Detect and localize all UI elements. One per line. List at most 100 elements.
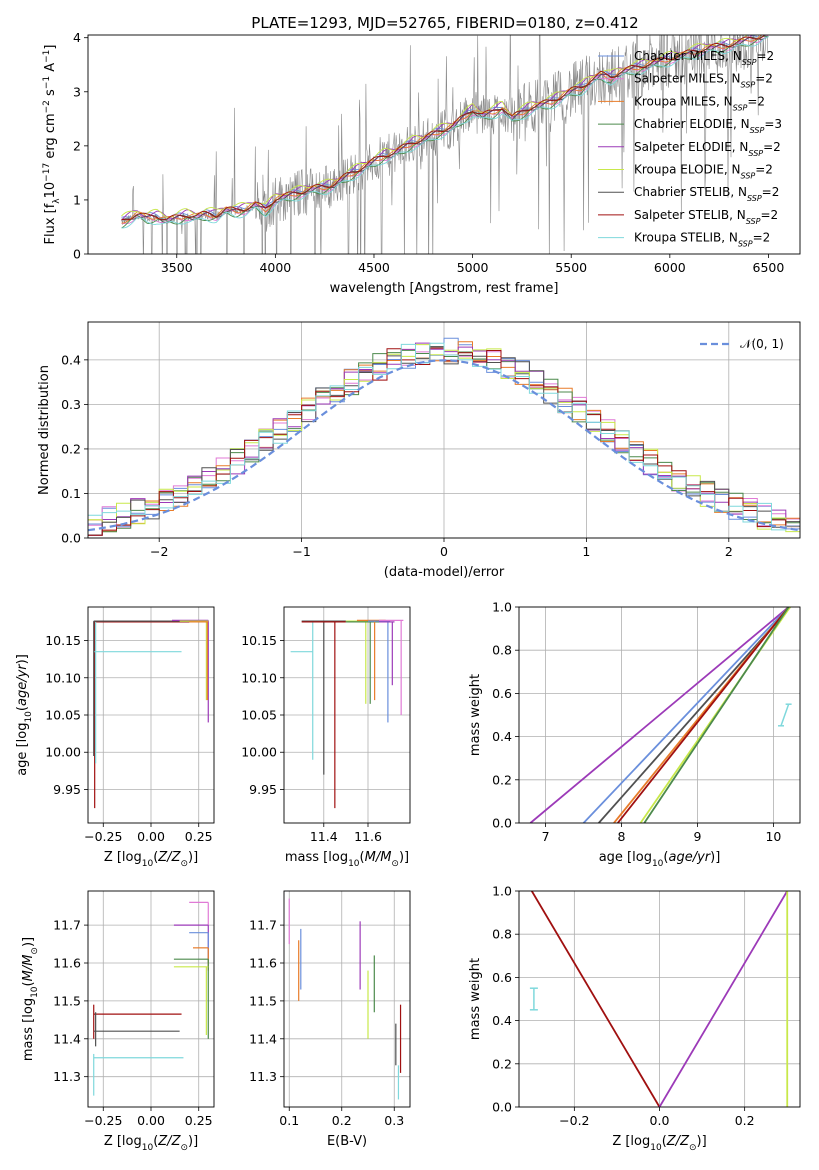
y-tick-label: 11.3 — [53, 1069, 81, 1084]
axes-frame — [87, 606, 215, 824]
y-tick-label: 10.05 — [241, 708, 277, 723]
legend-label: Kroupa ELODIE, NSSP=2 — [634, 163, 773, 181]
cumulative-mass-line — [582, 607, 790, 823]
cumulative-mass-line — [529, 607, 790, 823]
y-tick-label: 11.5 — [53, 993, 81, 1008]
y-tick-label: 1.0 — [492, 884, 512, 899]
x-tick-label: 0.00 — [137, 829, 165, 844]
legend-label: Salpeter MILES, NSSP=2 — [634, 72, 773, 90]
plot-area — [93, 619, 209, 809]
y-tick-label: 0.1 — [61, 486, 81, 501]
axes-frame — [283, 890, 411, 1108]
residual-histogram-step — [88, 342, 800, 531]
y-tick-label: 0.8 — [492, 927, 512, 942]
x-axis-label: Z [log10(Z/Z⊙)] — [104, 1134, 198, 1153]
mass-weight-vs-age-panel: 7 8 9 10 0.0 0.2 0.4 0.6 0.8 1.0 age [log10(age/yr… — [468, 600, 801, 869]
y-tick-label: 1.0 — [492, 600, 512, 615]
x-axis-label: E(B-V) — [327, 1134, 367, 1149]
cumulative-mass-line — [530, 891, 661, 1107]
normal-distribution-curve — [88, 359, 800, 532]
y-axis-label: Normed distribution — [37, 365, 52, 495]
y-tick-label: 1 — [73, 192, 81, 207]
y-tick-label: 4 — [73, 30, 81, 45]
x-tick-label: 4500 — [358, 260, 390, 275]
x-axis-label: age [log10(age/yr)] — [599, 850, 721, 869]
model-spectrum-line — [121, 35, 763, 224]
axes-frame — [87, 321, 801, 539]
legend-label: Salpeter STELIB, NSSP=2 — [634, 208, 778, 226]
y-tick-label: 10.05 — [45, 708, 81, 723]
x-axis-label: wavelength [Angstrom, rest frame] — [330, 281, 559, 296]
spectrum-panel: 3500 4000 4500 5000 5500 6000 6500 0 1 2 3 4 wavelen… — [42, 30, 801, 296]
x-axis-label: Z [log10(Z/Z⊙)] — [104, 850, 198, 869]
x-tick-label: 5000 — [457, 260, 489, 275]
x-tick-label: 3500 — [161, 260, 193, 275]
x-tick-label: 2 — [725, 544, 733, 559]
y-tick-label: 11.4 — [249, 1031, 277, 1046]
y-tick-label: 3 — [73, 84, 81, 99]
error-bar — [780, 703, 790, 727]
plot-area — [529, 607, 792, 823]
x-tick-label: −1 — [292, 544, 310, 559]
model-spectrum-line — [121, 35, 748, 218]
mass-vs-metallicity-panel: −0.25 0.00 0.25 11.3 11.4 11.5 11.6 11.7 Z [log1… — [21, 890, 215, 1153]
legend-label: Chabrier STELIB, NSSP=2 — [634, 185, 779, 203]
y-tick-label: 0.4 — [61, 352, 81, 367]
x-tick-label: −0.25 — [84, 829, 122, 844]
y-tick-label: 0 — [73, 247, 81, 262]
y-tick-label: 11.7 — [53, 918, 81, 933]
legend-label: Chabrier ELODIE, NSSP=3 — [634, 117, 782, 135]
x-tick-label: 6000 — [654, 260, 686, 275]
x-axis-label: (data-model)/error — [384, 565, 505, 580]
cumulative-mass-line — [617, 607, 790, 823]
y-tick-label: 0.0 — [61, 531, 81, 546]
x-tick-label: 11.6 — [354, 829, 382, 844]
y-axis-label: mass weight — [468, 958, 483, 1040]
x-tick-label: 4000 — [259, 260, 291, 275]
plot-area — [529, 891, 789, 1107]
figure-title: PLATE=1293, MJD=52765, FIBERID=0180, z=0… — [251, 14, 638, 32]
x-tick-label: 9 — [693, 829, 701, 844]
y-tick-label: 11.4 — [53, 1031, 81, 1046]
x-tick-label: 0.0 — [650, 1113, 670, 1128]
legend-label: Chabrier MILES, NSSP=2 — [634, 49, 774, 67]
mass-vs-reddening-panel: 0.1 0.2 0.3 11.3 11.4 11.5 11.6 11.7 E(B-V) — [249, 890, 411, 1149]
y-tick-label: 0.4 — [492, 1013, 512, 1028]
y-tick-label: 0.2 — [492, 772, 512, 787]
y-tick-label: 10.00 — [241, 745, 277, 760]
y-tick-label: 0.3 — [61, 397, 81, 412]
legend-label: Salpeter ELODIE, NSSP=2 — [634, 140, 781, 158]
y-tick-label: 0.2 — [61, 441, 81, 456]
axes-frame — [518, 606, 801, 824]
y-axis-label: mass [log10(M/M⊙)] — [21, 937, 40, 1061]
x-tick-label: 0.2 — [735, 1113, 755, 1128]
x-tick-label: 0 — [440, 544, 448, 559]
plot-area — [121, 35, 769, 254]
y-axis-label: mass weight — [468, 674, 483, 756]
x-tick-label: 0.25 — [185, 1113, 213, 1128]
x-axis-label: Z [log10(Z/Z⊙)] — [612, 1134, 706, 1153]
x-tick-label: −0.2 — [559, 1113, 589, 1128]
y-axis-label: Flux [fλ10−17 erg cm−2 s−1 A−1] — [42, 45, 62, 245]
y-tick-label: 10.00 — [45, 745, 81, 760]
y-axis-label: age [log10(age/yr)] — [15, 654, 34, 776]
model-spectrum-line — [121, 36, 769, 229]
legend-label: 𝒩(0, 1) — [740, 337, 784, 351]
x-tick-label: 10 — [765, 829, 781, 844]
axes-frame — [87, 890, 215, 1108]
x-tick-label: 11.4 — [310, 829, 338, 844]
y-tick-label: 0.8 — [492, 643, 512, 658]
y-tick-label: 11.5 — [249, 993, 277, 1008]
y-tick-label: 2 — [73, 138, 81, 153]
age-vs-metallicity-panel: −0.25 0.00 0.25 9.95 10.00 10.05 10.10 10.15 Z [… — [15, 606, 215, 869]
axes-frame — [87, 34, 801, 255]
y-tick-label: 10.15 — [45, 633, 81, 648]
legend-label: Kroupa MILES, NSSP=2 — [634, 94, 765, 112]
x-axis-label: mass [log10(M/M⊙)] — [285, 850, 409, 869]
cumulative-mass-line — [658, 891, 789, 1107]
cumulative-mass-line — [643, 607, 790, 823]
y-tick-label: 10.10 — [241, 670, 277, 685]
x-tick-label: 7 — [542, 829, 550, 844]
age-vs-mass-panel: 11.4 11.6 9.95 10.00 10.05 10.10 10.15 mass [lo… — [241, 606, 411, 869]
